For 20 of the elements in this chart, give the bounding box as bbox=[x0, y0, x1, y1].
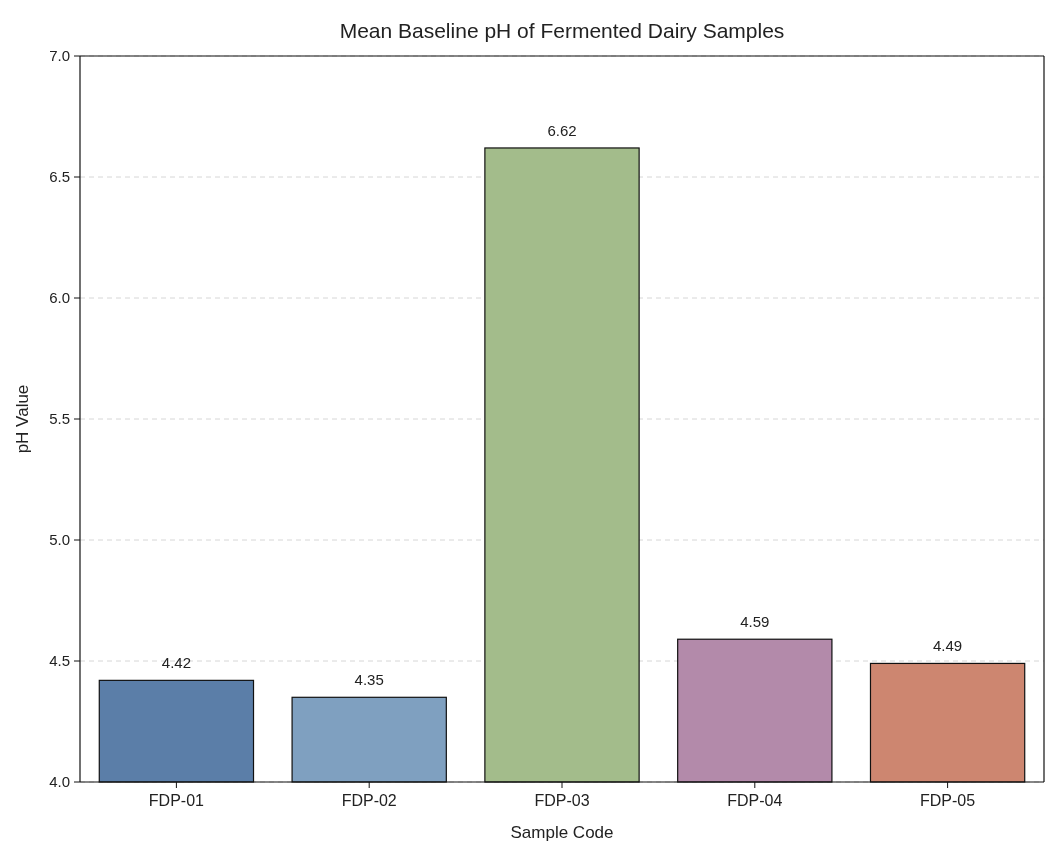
y-tick-label: 5.0 bbox=[49, 531, 70, 549]
x-tick-label: FDP-02 bbox=[341, 792, 397, 809]
x-tick-label: FDP-01 bbox=[148, 792, 205, 809]
y-tick-label: 4.5 bbox=[49, 652, 70, 670]
data-label: 4.35 bbox=[354, 671, 384, 689]
y-tick-label: 4.0 bbox=[49, 773, 70, 791]
y-tick-label: 5.5 bbox=[49, 410, 70, 428]
y-axis-title: pH Value bbox=[13, 384, 32, 454]
y-tick-label: 7.0 bbox=[49, 47, 70, 65]
data-label: 6.62 bbox=[547, 121, 577, 139]
data-label: 4.42 bbox=[161, 654, 191, 672]
x-tick-label: FDP-04 bbox=[727, 792, 783, 809]
chart-title: Mean Baseline pH of Fermented Dairy Samples bbox=[339, 19, 785, 42]
data-label: 4.49 bbox=[933, 637, 963, 655]
y-tick-label: 6.0 bbox=[49, 289, 70, 307]
data-label: 4.59 bbox=[740, 613, 770, 631]
x-tick-label: FDP-03 bbox=[534, 792, 590, 809]
x-tick-label: FDP-05 bbox=[920, 792, 976, 809]
y-tick-label: 6.5 bbox=[49, 168, 70, 186]
x-axis-title: Sample Code bbox=[510, 823, 614, 842]
